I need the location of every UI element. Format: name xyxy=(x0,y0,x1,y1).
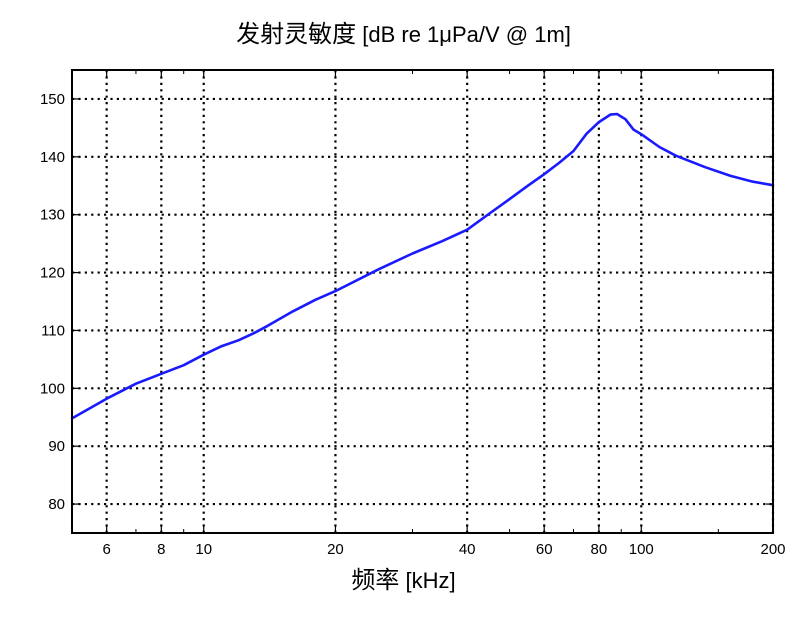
y-tick-label: 120 xyxy=(40,265,65,282)
y-tick-label: 140 xyxy=(40,149,65,166)
x-tick-label: 60 xyxy=(536,541,553,558)
x-axis-label-cn: 频率 xyxy=(351,566,400,594)
chart-title: 发射灵敏度 [dB re 1μPa/V @ 1m] xyxy=(0,14,807,49)
chart-title-cn: 发射灵敏度 xyxy=(236,20,357,48)
x-tick-label: 200 xyxy=(760,541,785,558)
plot-area xyxy=(72,70,773,533)
x-axis-label: 频率 [kHz] xyxy=(0,560,807,595)
x-tick-label: 20 xyxy=(327,541,344,558)
y-tick-label: 80 xyxy=(48,496,65,513)
y-tick-label: 110 xyxy=(41,322,65,339)
series-line xyxy=(70,112,775,420)
y-tick-label: 90 xyxy=(48,438,65,455)
y-tick-label: 100 xyxy=(40,380,65,397)
x-tick-label: 10 xyxy=(195,541,212,558)
y-tick-label: 130 xyxy=(40,207,65,224)
x-tick-label: 40 xyxy=(459,541,476,558)
plot-frame xyxy=(71,69,774,534)
x-tick-label: 8 xyxy=(157,541,165,558)
x-tick-label: 80 xyxy=(591,541,608,558)
y-tick-label: 150 xyxy=(40,91,65,108)
chart-title-units: [dB re 1μPa/V @ 1m] xyxy=(362,22,571,47)
x-tick-label: 6 xyxy=(102,541,110,558)
x-axis-label-units: [kHz] xyxy=(405,568,456,593)
x-tick-label: 100 xyxy=(629,541,654,558)
